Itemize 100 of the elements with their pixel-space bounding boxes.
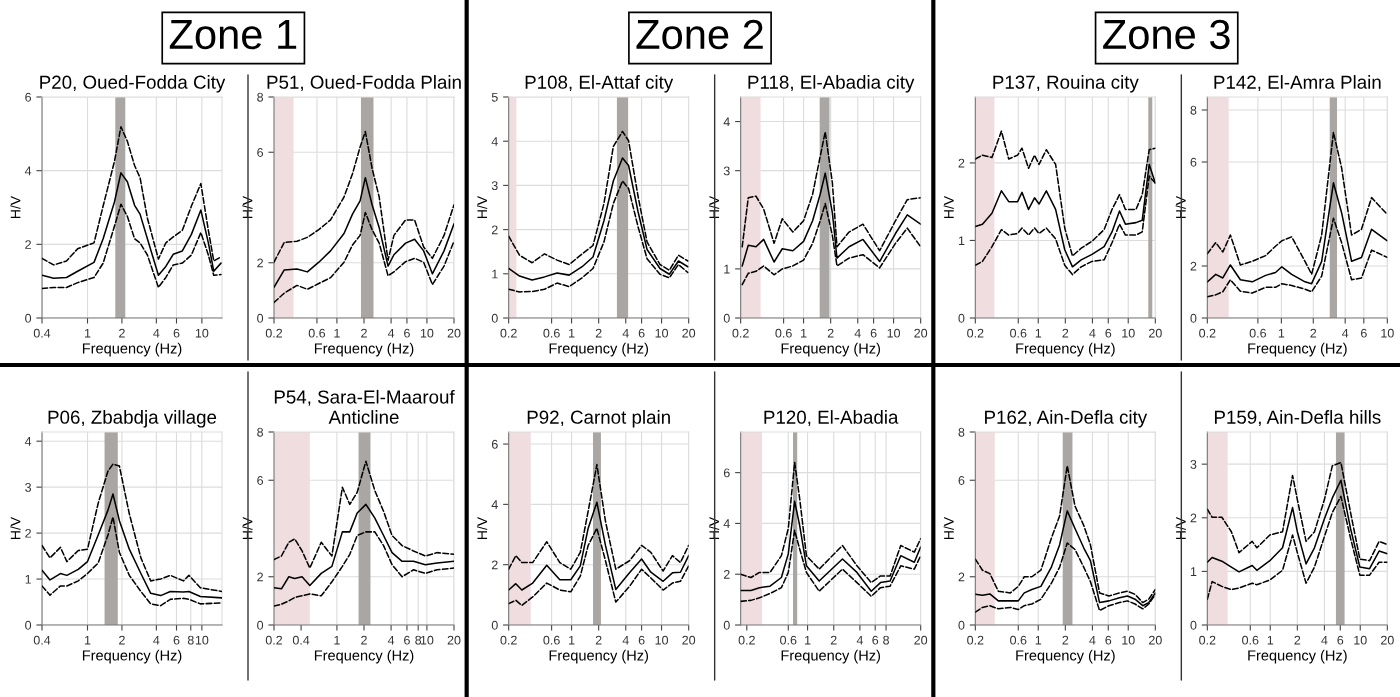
x-tick-label: 0.6 bbox=[543, 328, 560, 338]
x-tick-label: 2 bbox=[1310, 328, 1317, 338]
x-tick-label: 6 bbox=[404, 635, 410, 645]
x-tick-label: 6 bbox=[404, 328, 410, 338]
y-tick-label: 8 bbox=[958, 427, 965, 437]
y-tick-label: 0 bbox=[723, 313, 730, 323]
x-tick-label: 6 bbox=[872, 635, 879, 645]
y-tick-label: 3 bbox=[491, 181, 498, 191]
x-tick-label: 8 bbox=[187, 635, 194, 645]
y-tick-label: 0 bbox=[25, 620, 32, 630]
x-tick-label: 20 bbox=[1149, 328, 1162, 338]
x-axis-title: Frequency (Hz) bbox=[1016, 342, 1115, 357]
y-tick-label: 6 bbox=[25, 92, 32, 102]
x-tick-label: 1 bbox=[1035, 328, 1042, 338]
x-tick-label: 20 bbox=[914, 328, 928, 338]
y-tick-label: 6 bbox=[1190, 157, 1197, 167]
x-tick-label: 0.2 bbox=[265, 635, 283, 645]
x-tick-label: 4 bbox=[622, 328, 629, 338]
y-tick-label: 4 bbox=[24, 166, 32, 176]
y-tick-label: 0 bbox=[257, 313, 264, 323]
x-tick-label: 0.4 bbox=[33, 635, 51, 645]
x-tick-label: 10 bbox=[195, 328, 209, 338]
y-tick-label: 2 bbox=[1190, 261, 1197, 271]
x-tick-label: 6 bbox=[1360, 328, 1367, 338]
chart-title: P20, Oued-Fodda City bbox=[40, 75, 226, 93]
x-tick-label: 1 bbox=[569, 635, 575, 645]
chart-title: P108, El-Attaf city bbox=[525, 75, 674, 93]
x-axis-title: Frequency (Hz) bbox=[1248, 342, 1347, 357]
x-tick-label: 0.2 bbox=[732, 328, 749, 338]
x-tick-label: 4 bbox=[622, 635, 629, 645]
y-tick-label: 0 bbox=[958, 620, 965, 630]
x-axis-title: Frequency (Hz) bbox=[1248, 649, 1347, 664]
x-tick-label: 4 bbox=[1321, 635, 1328, 645]
chart-title: P92, Carnot plain bbox=[527, 410, 670, 428]
x-tick-label: 10 bbox=[887, 328, 901, 338]
x-tick-label: 20 bbox=[682, 635, 696, 645]
x-tick-label: 0.6 bbox=[308, 328, 326, 338]
x-tick-label: 10 bbox=[1354, 635, 1367, 645]
x-tick-label: 4 bbox=[387, 635, 395, 645]
x-tick-label: 10 bbox=[195, 635, 209, 645]
x-tick-label: 2 bbox=[361, 635, 367, 645]
x-tick-label: 1 bbox=[801, 328, 807, 338]
x-tick-label: 6 bbox=[1105, 328, 1112, 338]
y-tick-label: 6 bbox=[257, 476, 264, 485]
y-tick-label: 2 bbox=[257, 572, 263, 582]
y-tick-label: 4 bbox=[723, 117, 730, 127]
x-tick-label: 0.6 bbox=[1249, 328, 1267, 338]
text: Zone 3 bbox=[1103, 19, 1230, 50]
y-tick-label: 2 bbox=[1190, 513, 1197, 523]
y-tick-label: 6 bbox=[958, 476, 965, 485]
x-tick-label: 0.2 bbox=[967, 328, 984, 338]
x-tick-label: 0.2 bbox=[967, 635, 984, 645]
y-tick-label: 1 bbox=[1190, 567, 1197, 576]
y-tick-label: 1 bbox=[958, 236, 965, 245]
x-tick-label: 4 bbox=[153, 635, 160, 645]
x-tick-label: 0.6 bbox=[543, 635, 560, 645]
y-axis-title: H/V bbox=[476, 195, 488, 218]
x-tick-label: 6 bbox=[638, 635, 645, 645]
x-tick-label: 20 bbox=[682, 328, 696, 338]
y-tick-label: 8 bbox=[257, 427, 264, 437]
y-tick-label: 2 bbox=[257, 258, 263, 268]
x-tick-label: 2 bbox=[595, 635, 602, 645]
x-tick-label: 0.6 bbox=[780, 635, 797, 645]
y-tick-label: 0 bbox=[1190, 620, 1197, 630]
y-tick-label: 4 bbox=[491, 500, 498, 509]
x-tick-label: 4 bbox=[1089, 328, 1096, 338]
x-tick-label: 4 bbox=[856, 635, 864, 645]
y-tick-label: 0 bbox=[723, 620, 730, 630]
y-tick-label: 4 bbox=[491, 137, 498, 146]
x-tick-label: 2 bbox=[119, 635, 125, 645]
x-tick-label: 0.2 bbox=[265, 328, 283, 338]
x-tick-label: 2 bbox=[595, 328, 602, 338]
y-axis-title: H/V bbox=[943, 516, 954, 539]
y-tick-label: 0 bbox=[25, 313, 32, 323]
y-tick-label: 5 bbox=[491, 92, 498, 102]
text: Zone 1 bbox=[169, 20, 297, 50]
x-tick-label: 2 bbox=[1062, 328, 1069, 338]
y-tick-label: 6 bbox=[723, 468, 730, 478]
x-tick-label: 6 bbox=[1337, 635, 1344, 645]
x-tick-label: 10 bbox=[1381, 328, 1394, 338]
y-tick-label: 1 bbox=[724, 264, 730, 274]
x-axis-title: Frequency (Hz) bbox=[549, 649, 649, 664]
x-tick-label: 4 bbox=[1089, 635, 1096, 645]
x-tick-label: 2 bbox=[827, 328, 834, 338]
x-tick-label: 1 bbox=[334, 635, 340, 645]
x-tick-label: 8 bbox=[415, 635, 422, 645]
x-tick-label: 10 bbox=[1122, 635, 1135, 645]
y-tick-label: 8 bbox=[1190, 105, 1197, 115]
y-tick-label: 6 bbox=[491, 439, 498, 449]
y-tick-label: 2 bbox=[25, 528, 31, 538]
y-tick-label: 2 bbox=[723, 570, 730, 579]
x-tick-label: 20 bbox=[447, 328, 461, 338]
chart-title: P51, Oued-Fodda Plain bbox=[267, 75, 461, 92]
x-tick-label: 4 bbox=[854, 328, 861, 338]
x-tick-label: 4 bbox=[153, 328, 160, 338]
x-tick-label: 6 bbox=[870, 328, 877, 338]
chart-title: P162, Ain-Defla city bbox=[985, 410, 1148, 428]
x-tick-label: 20 bbox=[1381, 635, 1394, 645]
x-tick-label: 1 bbox=[1035, 635, 1042, 645]
y-axis-title: H/V bbox=[10, 195, 21, 218]
